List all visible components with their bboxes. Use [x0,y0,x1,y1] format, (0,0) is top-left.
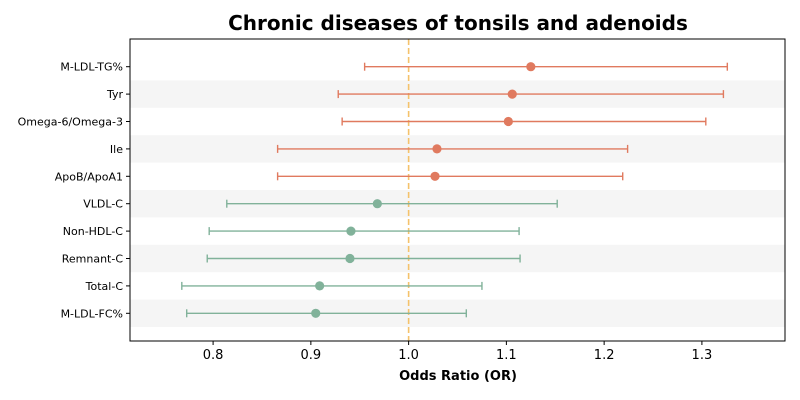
or-point-vldl-c [372,199,382,209]
or-point-tyr [507,89,517,99]
or-point-remnant-c [345,253,355,264]
or-point-ile [432,144,442,154]
x-tick-label: 1.2 [594,348,615,363]
x-tick-label: 1.3 [692,348,713,363]
y-tick-label-tyr: Tyr [106,88,124,101]
or-point-omega-6-omega-3 [503,116,513,127]
x-axis-label: Odds Ratio (OR) [399,369,517,384]
or-point-m-ldl-fc [311,308,321,318]
y-tick-label-vldl-c: VLDL-C [83,198,123,211]
or-point-non-hdl-c [346,226,356,236]
y-tick-label-non-hdl-c: Non-HDL-C [63,225,124,238]
x-tick-label: 0.9 [301,348,322,363]
plot-frame [129,38,786,342]
y-tick-label-ile: Ile [110,143,123,156]
or-point-m-ldl-tg [526,62,536,72]
y-tick-label-total-c: Total-C [85,280,124,293]
x-tick-label: 0.8 [203,348,224,363]
or-point-total-c [315,281,325,291]
y-tick-label-remnant-c: Remnant-C [62,253,124,266]
x-tick-label: 1.0 [398,348,419,363]
y-tick-label-m-ldl-tg: M-LDL-TG% [60,61,123,74]
y-tick-label-m-ldl-fc: M-LDL-FC% [61,307,123,320]
y-tick-label-omega-6-omega-3: Omega-6/Omega-3 [18,116,123,129]
chart-title: Chronic diseases of tonsils and adenoids [228,11,688,35]
x-tick-label: 1.1 [496,348,517,363]
or-point-apob-apoa1 [430,171,440,181]
y-tick-label-apob-apoa1: ApoB/ApoA1 [55,170,123,183]
